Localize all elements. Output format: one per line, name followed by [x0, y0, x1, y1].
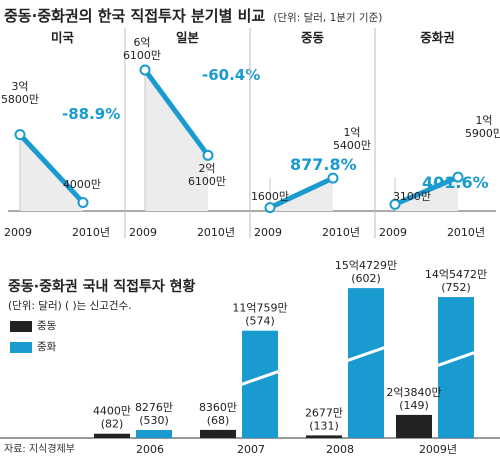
legend-item-middle-east: 중동 [10, 320, 56, 334]
change-label: -60.4% [202, 66, 260, 84]
x-tick-label: 2010년 [72, 226, 110, 239]
section-unit-note: (단위: 달러) ( )는 신고건수. [8, 300, 132, 312]
investment-bar-chart: 4400만 (82)8276만 (530) 2006 8360만 (68) 11억759만(… [0, 259, 500, 456]
value-label-greater-china: 11억759만 (574) [232, 302, 287, 328]
bar-greater-china [136, 429, 172, 438]
data-point-2010 [202, 149, 214, 161]
x-tick-label: 2009 [129, 226, 157, 239]
series-line [267, 175, 336, 211]
data-point-2010 [327, 172, 339, 184]
change-label: 877.8% [290, 155, 357, 174]
panel-area [145, 70, 208, 211]
series-line [17, 132, 86, 205]
x-tick-label: 2007 [237, 443, 265, 456]
chart-title: 중동·중화권의 한국 직접투자 분기별 비교 [4, 7, 266, 25]
data-point-2009 [139, 64, 151, 76]
legend-label-middle-east: 중동 [37, 320, 57, 332]
value-label-2009: 1600만 [251, 190, 289, 203]
value-label-middle-east: 2억3840만 (149) [386, 386, 441, 412]
panel-title: 일본 [176, 30, 200, 45]
x-tick-label: 2010년 [197, 226, 235, 239]
x-tick-label: 2008 [326, 443, 354, 456]
data-point-2009 [14, 129, 26, 141]
bar-middle-east [306, 435, 342, 438]
value-label-2010: 1억 5900만 [465, 114, 500, 140]
category-2006: 4400만 (82)8276만 (530) 2006 [93, 401, 173, 456]
legend-swatch-greater-china [10, 341, 32, 353]
bar-middle-east [200, 429, 236, 438]
legend-swatch-middle-east [10, 320, 32, 332]
data-point-2010 [452, 171, 464, 183]
panel-middle-east: 중동 1600만 1억 5400만 877.8% 2009 2010년 [249, 28, 371, 239]
source-note: 자료: 지식경제부 [4, 444, 75, 455]
value-label-2009: 3100만 [393, 190, 431, 203]
bar-middle-east [396, 414, 432, 438]
value-label-greater-china: 14억5472만 (752) [425, 268, 487, 294]
axis-break-mark [435, 350, 477, 368]
x-tick-label: 2010년 [447, 226, 485, 239]
bar-greater-china [242, 330, 278, 438]
quarterly-comparison-panels: 미국 3억 5800만 4000만 -88.9% 2009 2010년 일본 6억 6100만 2억… [1, 28, 500, 239]
chart-title-row: 중동·중화권의 한국 직접투자 분기별 비교 (단위: 달러, 1분기 기준) [4, 5, 496, 25]
panel-title: 미국 [51, 30, 75, 45]
x-tick-label: 2009 [4, 226, 32, 239]
bar-middle-east [94, 433, 130, 438]
value-label-2009: 3억 5800만 [1, 80, 39, 106]
data-point-2009 [264, 202, 276, 214]
value-label-2010: 2억 6100만 [188, 162, 226, 188]
data-point-2009 [389, 198, 401, 210]
axis-break-mark [345, 345, 387, 363]
value-label-greater-china: 15억4729만 (602) [335, 259, 397, 285]
category-2008: 2677만 (131) 15억4729만 (602) 2008 [305, 259, 397, 456]
value-label-middle-east: 2677만 (131) [305, 406, 343, 432]
value-label-greater-china: 8276만 (530) [135, 401, 173, 427]
panel-title: 중동 [301, 30, 325, 45]
panel-title: 중화권 [420, 30, 455, 45]
category-2007: 8360만 (68) 11억759만 (574) 2007 [199, 302, 288, 456]
panel-greater-china: 중화권 3100만 1억 5900만 401.6% 2009 2010년 [374, 28, 500, 239]
category-2009년: 2억3840만 (149) 14억5472만 (752) 2009년 [386, 268, 487, 456]
value-label-2010: 4000만 [63, 178, 101, 191]
value-label-middle-east: 8360만 (68) [199, 401, 237, 427]
value-label-2010: 1억 5400만 [333, 126, 371, 152]
section-title: 중동·중화권 국내 직접투자 현황 [8, 279, 196, 295]
data-point-2010 [77, 196, 89, 208]
legend-item-greater-china: 중화 [10, 341, 56, 355]
legend-label-greater-china: 중화 [37, 341, 57, 353]
series-line [392, 174, 461, 207]
value-label-middle-east: 4400만 (82) [93, 405, 131, 431]
series-line [142, 67, 211, 158]
bar-greater-china [438, 297, 474, 438]
change-label: 401.6% [422, 173, 489, 192]
change-label: -88.9% [62, 105, 120, 123]
bar-greater-china [348, 288, 384, 438]
x-tick-label: 2009 [379, 226, 407, 239]
x-tick-label: 2006 [136, 443, 164, 456]
chart-unit-note: (단위: 달러, 1분기 기준) [273, 12, 383, 24]
x-tick-label: 2009 [254, 226, 282, 239]
value-label-2009: 6억 6100만 [123, 36, 161, 62]
panel-japan: 일본 6억 6100만 2억 6100만 -60.4% 2009 2010년 [123, 28, 260, 239]
axis-break-mark [239, 369, 281, 387]
panel-usa: 미국 3억 5800만 4000만 -88.9% 2009 2010년 [1, 30, 120, 239]
x-tick-label: 2009년 [419, 443, 457, 456]
x-tick-label: 2010년 [322, 226, 360, 239]
